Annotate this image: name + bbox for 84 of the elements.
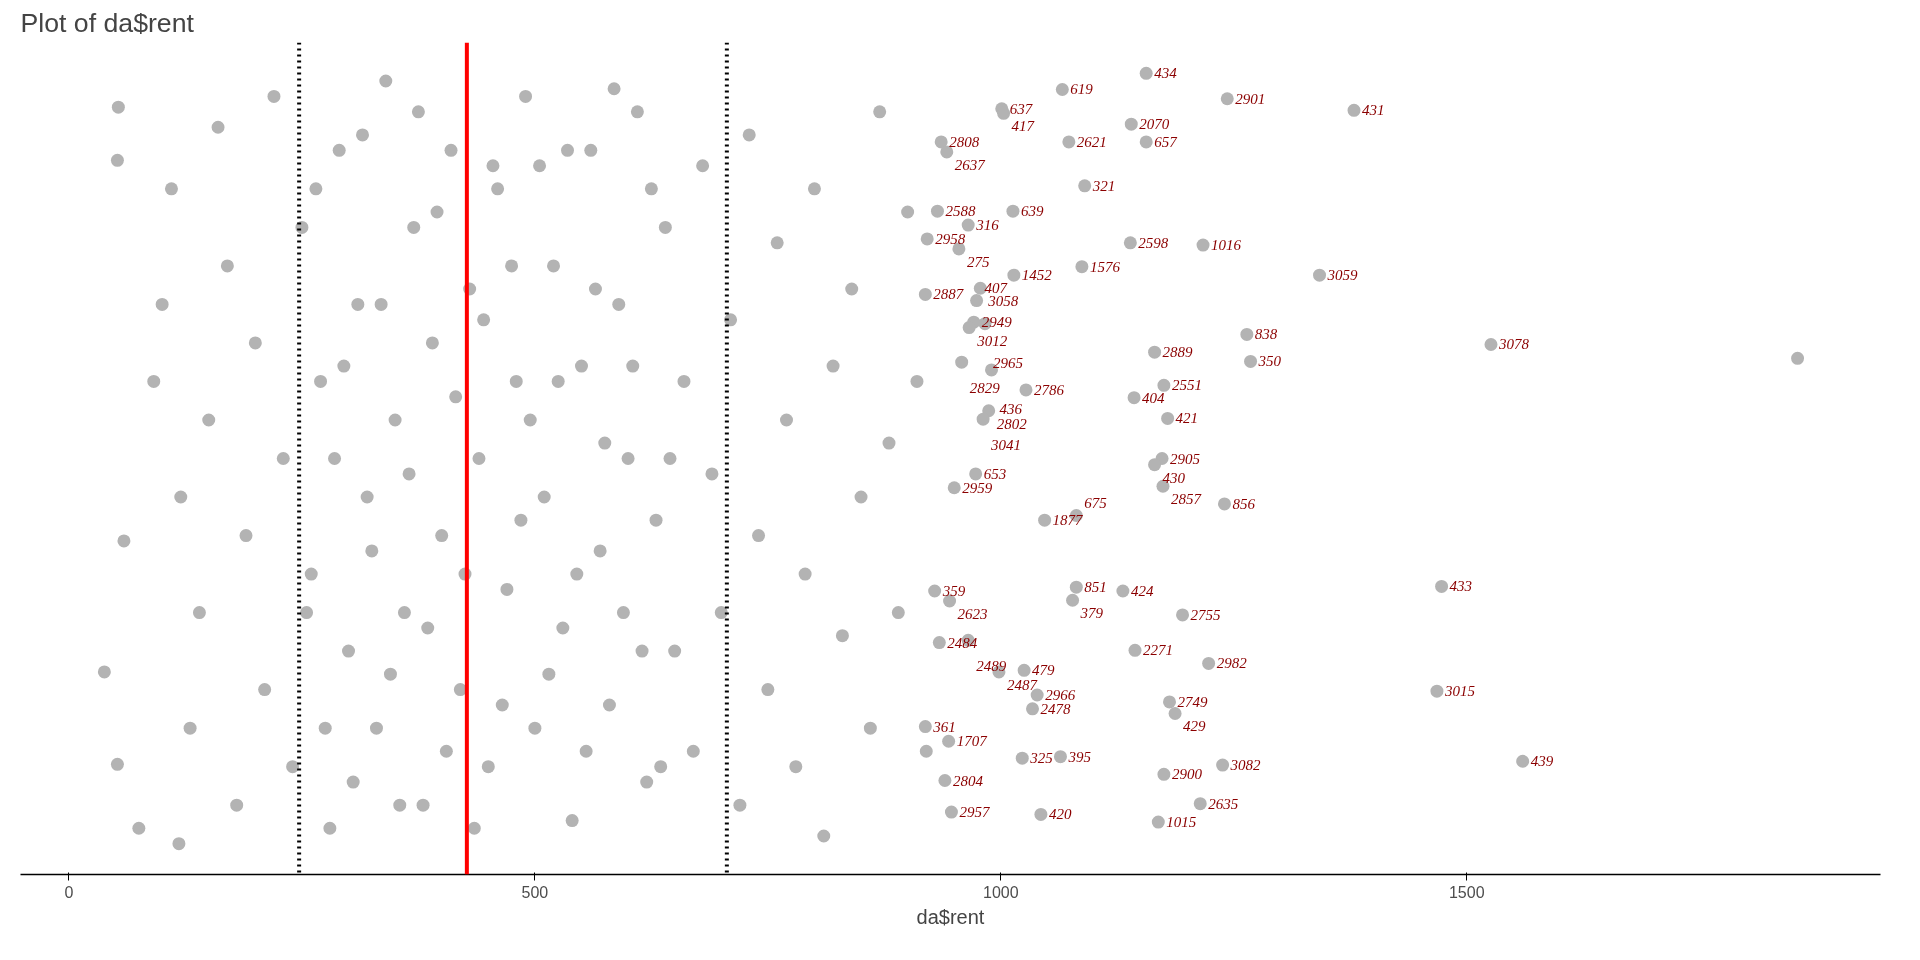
annotation: 2905 <box>1170 450 1201 467</box>
annotation: 433 <box>1449 578 1473 595</box>
annotation: 838 <box>1254 326 1278 343</box>
annotation: 2551 <box>1171 377 1202 394</box>
annotation: 2487 <box>1006 676 1039 693</box>
annotation: 321 <box>1091 177 1116 194</box>
annotation: 639 <box>1020 203 1044 220</box>
annotation: 2802 <box>996 415 1028 432</box>
annotation: 2982 <box>1216 655 1248 672</box>
annotation: 2804 <box>952 772 984 789</box>
annotation: 1576 <box>1089 258 1121 275</box>
annotation: 1707 <box>956 733 989 750</box>
annotation: 2958 <box>935 230 966 247</box>
annotation: 361 <box>932 718 956 735</box>
annotation: 2070 <box>1139 116 1170 133</box>
annotation: 3012 <box>976 332 1008 349</box>
annotation: 2786 <box>1033 381 1065 398</box>
annotation: 2965 <box>992 354 1024 371</box>
annotation: 404 <box>1142 389 1166 406</box>
annotation: 2901 <box>1235 90 1266 107</box>
annotation: 407 <box>984 279 1009 296</box>
annotation: 359 <box>941 583 966 599</box>
annotation: 2887 <box>933 286 965 303</box>
annotation: 675 <box>1084 494 1108 511</box>
x-tick-label: 500 <box>521 883 549 901</box>
annotation: 2621 <box>1076 133 1107 150</box>
annotation: 429 <box>1183 718 1207 735</box>
annotation: 430 <box>1162 469 1186 486</box>
annotation: 3059 <box>1326 267 1359 284</box>
annotation: 2489 <box>976 658 1007 675</box>
annotation: 2478 <box>1040 700 1071 717</box>
annotation: 417 <box>1011 118 1036 135</box>
annotation: 2755 <box>1190 606 1222 623</box>
annotation: 421 <box>1175 410 1199 427</box>
annotation: 2749 <box>1177 693 1208 710</box>
x-tick-label: 1500 <box>1448 883 1485 901</box>
chart-title: Plot of da$rent <box>20 7 195 38</box>
annotation: 2889 <box>1162 344 1194 361</box>
annotation: 1452 <box>1021 267 1053 284</box>
annotation: 856 <box>1232 495 1256 512</box>
annotation: 2484 <box>947 634 978 651</box>
annotation: 434 <box>1154 65 1178 82</box>
annotation: 2966 <box>1045 687 1076 703</box>
annotation: 3058 <box>987 293 1019 310</box>
annotation: 2637 <box>954 156 987 173</box>
annotation: 325 <box>1029 750 1054 767</box>
annotation: 316 <box>975 217 1000 234</box>
annotation: 2829 <box>969 380 1001 397</box>
annotation: 3041 <box>990 437 1022 454</box>
annotation: 3082 <box>1229 757 1262 774</box>
annotation: 2808 <box>949 133 980 150</box>
annotation: 2949 <box>981 314 1013 331</box>
annotation: 657 <box>1154 133 1179 150</box>
annotation: 619 <box>1070 81 1094 98</box>
annotation: 2959 <box>962 479 993 496</box>
annotation: 637 <box>1009 100 1034 117</box>
annotation: 2598 <box>1138 234 1169 251</box>
annotation: 2588 <box>945 203 976 220</box>
x-tick-label: 1000 <box>983 883 1019 901</box>
annotation: 2635 <box>1208 795 1239 812</box>
annotation: 350 <box>1257 353 1282 370</box>
x-tick-label: 0 <box>64 883 74 901</box>
annotation: 436 <box>999 400 1023 417</box>
annotation: 275 <box>966 253 990 270</box>
x-axis-title: da$rent <box>916 905 985 928</box>
annotation: 2957 <box>959 804 991 821</box>
annotation: 1016 <box>1211 237 1242 254</box>
annotation: 3078 <box>1497 336 1530 353</box>
annotation: 2271 <box>1143 642 1174 659</box>
annotation: 3015 <box>1443 683 1476 700</box>
annotation: 379 <box>1079 605 1104 622</box>
annotation: 2623 <box>957 606 988 623</box>
annotation: 395 <box>1067 748 1092 765</box>
annotation: 424 <box>1130 583 1154 599</box>
annotation: 439 <box>1530 753 1554 770</box>
annotation: 479 <box>1032 662 1056 679</box>
annotation: 2857 <box>1170 491 1203 508</box>
annotation: 653 <box>983 465 1007 482</box>
annotation: 2900 <box>1171 766 1203 783</box>
annotation: 431 <box>1362 102 1385 119</box>
annotation: 420 <box>1048 806 1072 823</box>
annotation: 1015 <box>1166 814 1197 831</box>
annotation: 851 <box>1084 579 1107 596</box>
annotation: 1877 <box>1052 512 1085 529</box>
